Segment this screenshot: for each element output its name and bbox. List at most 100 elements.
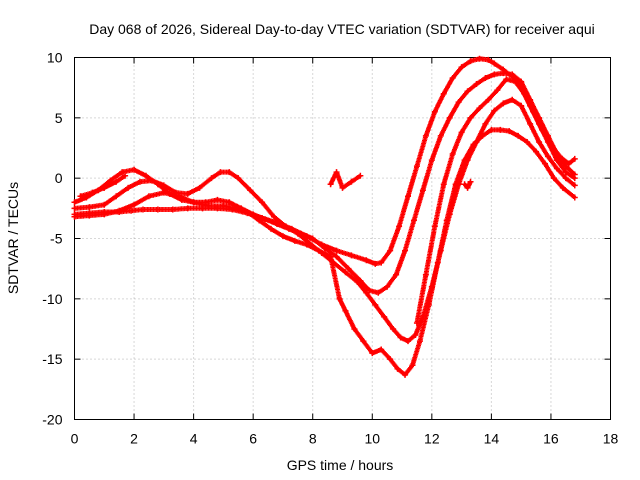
- data-point: [393, 271, 400, 278]
- data-point: [461, 181, 468, 188]
- data-point: [372, 301, 379, 308]
- data-point: [259, 199, 266, 206]
- x-tick-label: 14: [484, 431, 500, 447]
- data-point: [131, 166, 138, 173]
- data-point: [470, 141, 477, 148]
- data-point: [458, 129, 465, 136]
- data-point: [536, 138, 543, 145]
- data-point: [500, 70, 507, 77]
- data-point: [77, 193, 84, 200]
- data-point: [521, 90, 528, 97]
- x-tick-label: 8: [309, 431, 317, 447]
- data-point: [518, 78, 525, 85]
- chart-title: Day 068 of 2026, Sidereal Day-to-day VTE…: [89, 21, 595, 37]
- data-point: [282, 223, 289, 230]
- data-point: [360, 338, 367, 345]
- series-track-7: [461, 178, 474, 191]
- data-point: [482, 75, 489, 82]
- data-point: [139, 206, 146, 213]
- data-point: [357, 172, 364, 179]
- data-point: [214, 196, 221, 203]
- data-point: [342, 307, 349, 314]
- data-point: [497, 126, 504, 133]
- data-point: [348, 178, 355, 185]
- data-point: [458, 64, 465, 71]
- data-point: [160, 189, 167, 196]
- data-point: [271, 213, 278, 220]
- data-point: [405, 193, 412, 200]
- data-point: [101, 211, 108, 218]
- data-point: [402, 247, 409, 254]
- data-point: [190, 199, 197, 206]
- data-point: [101, 184, 108, 191]
- data-point: [381, 313, 388, 320]
- data-point: [476, 55, 483, 62]
- data-point: [369, 350, 376, 357]
- data-point: [544, 153, 551, 160]
- data-point: [571, 182, 578, 189]
- data-point: [125, 184, 132, 191]
- data-point: [527, 120, 534, 127]
- y-tick-label: -20: [42, 412, 62, 428]
- data-point: [550, 175, 557, 182]
- data-point: [175, 193, 182, 200]
- y-tick-label: -10: [42, 291, 62, 307]
- x-tick-label: 18: [603, 431, 619, 447]
- data-point: [533, 148, 540, 155]
- data-point: [101, 201, 108, 208]
- data-point: [208, 175, 215, 182]
- data-point: [235, 175, 242, 182]
- data-point: [571, 155, 578, 162]
- data-point: [464, 184, 471, 191]
- x-tick-label: 16: [543, 431, 559, 447]
- data-point: [431, 108, 438, 115]
- data-point: [443, 217, 450, 224]
- data-point: [327, 181, 334, 188]
- data-point: [449, 151, 456, 158]
- data-point: [279, 233, 286, 240]
- data-point: [247, 187, 254, 194]
- data-point: [154, 206, 161, 213]
- data-point: [86, 212, 93, 219]
- data-point: [515, 132, 522, 139]
- x-axis-tick-labels: 0 2 4 6 8 10 12 14 16 18: [71, 431, 619, 447]
- data-point: [384, 283, 391, 290]
- data-point: [494, 87, 501, 94]
- data-point: [387, 247, 394, 254]
- data-point: [467, 114, 474, 121]
- data-point: [256, 217, 263, 224]
- data-point: [333, 253, 340, 260]
- data-point: [291, 237, 298, 244]
- data-point: [518, 102, 525, 109]
- data-point: [524, 138, 531, 145]
- data-series: [71, 55, 578, 378]
- data-point: [363, 257, 370, 264]
- data-point: [119, 169, 126, 176]
- data-point: [113, 178, 120, 185]
- axis-ticks: [74, 57, 611, 420]
- data-point: [160, 182, 167, 189]
- data-point: [467, 58, 474, 65]
- data-point: [232, 205, 239, 212]
- data-point: [394, 365, 401, 372]
- data-point: [553, 165, 560, 172]
- data-point: [446, 114, 453, 121]
- data-point: [565, 160, 572, 167]
- data-point: [336, 295, 343, 302]
- data-point: [321, 245, 328, 252]
- y-tick-label: -15: [42, 351, 62, 367]
- data-point: [116, 207, 123, 214]
- data-point: [333, 247, 340, 254]
- data-point: [89, 189, 96, 196]
- data-point: [345, 265, 352, 272]
- data-point: [461, 157, 468, 164]
- data-point: [327, 253, 334, 260]
- data-point: [449, 75, 456, 82]
- data-point: [437, 132, 444, 139]
- data-point: [512, 78, 519, 85]
- x-tick-label: 10: [364, 431, 380, 447]
- x-tick-label: 4: [190, 431, 198, 447]
- x-tick-label: 2: [130, 431, 138, 447]
- data-point: [491, 71, 498, 78]
